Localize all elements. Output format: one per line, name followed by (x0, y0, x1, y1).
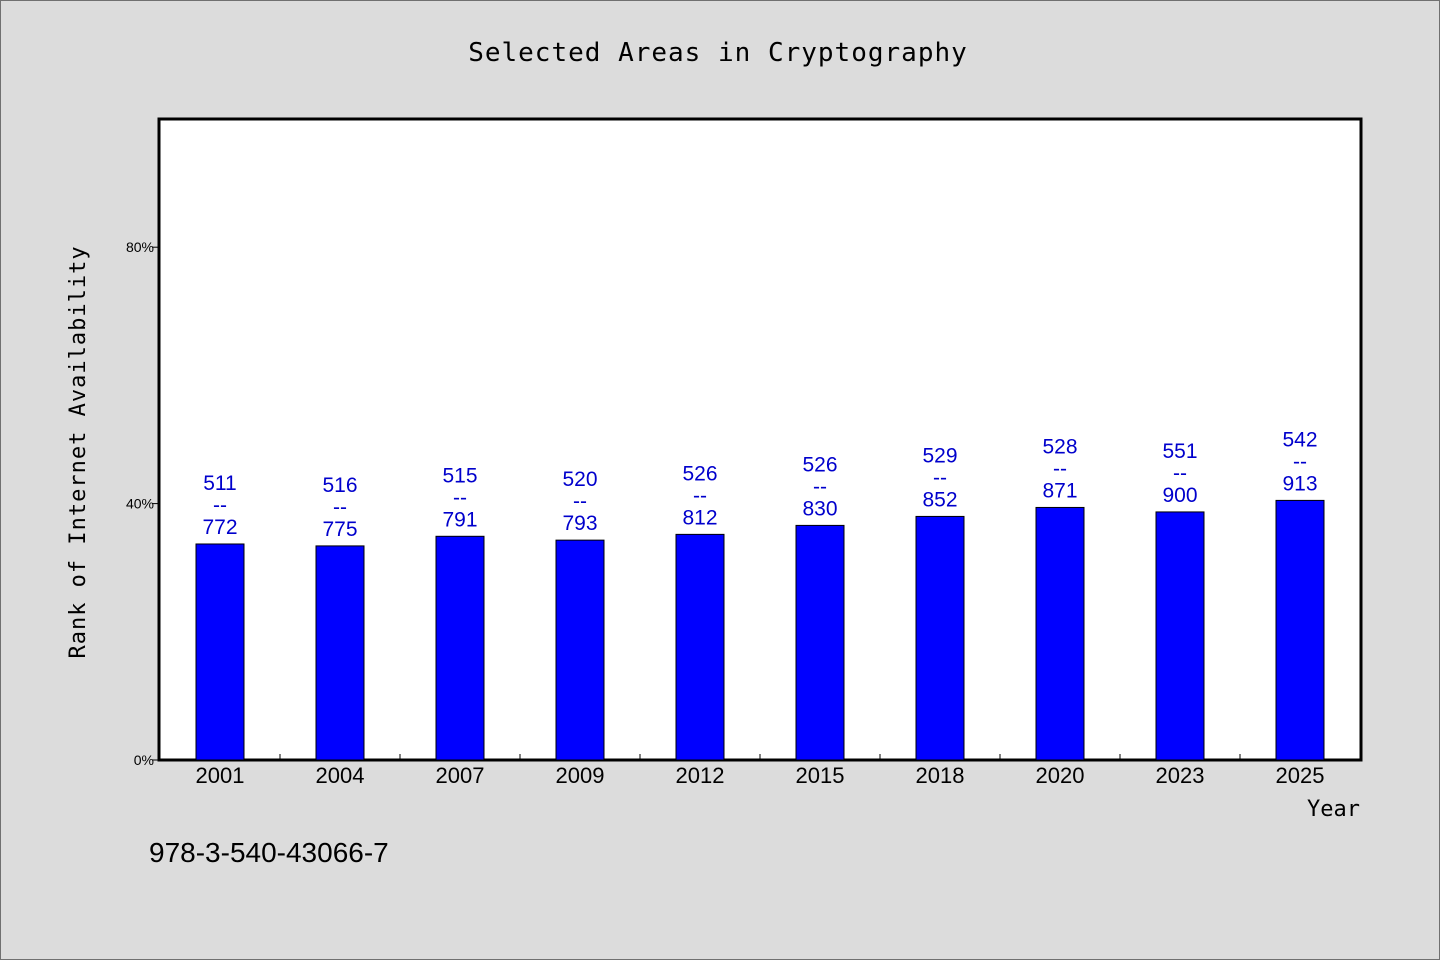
data-label: -- (693, 484, 707, 507)
data-label: -- (573, 490, 587, 513)
data-label: -- (1293, 450, 1307, 473)
x-tick-label: 2015 (796, 763, 845, 788)
y-tick-label: 80% (126, 239, 154, 255)
data-label: -- (1173, 462, 1187, 485)
bar (1275, 499, 1325, 761)
x-tick-label: 2018 (916, 763, 965, 788)
data-label: 852 (922, 488, 957, 511)
data-label: 791 (442, 508, 477, 531)
chart-title: Selected Areas in Cryptography (468, 38, 968, 68)
data-label: 772 (202, 516, 237, 539)
y-tick-label: 0% (134, 752, 154, 768)
y-axis: 0% 40% 80% (126, 239, 160, 768)
bar (435, 535, 485, 761)
x-tick-label: 2007 (436, 763, 485, 788)
x-tick-label: 2020 (1036, 763, 1085, 788)
bar-series (195, 499, 1325, 761)
y-axis-label: Rank of Internet Availability (66, 245, 91, 658)
bar (195, 543, 245, 761)
data-label: -- (213, 494, 227, 517)
x-tick-label: 2025 (1276, 763, 1325, 788)
data-label: 812 (682, 506, 717, 529)
data-label: 526 (802, 453, 837, 476)
x-axis: 2001 2004 2007 2009 2012 2015 2018 2020 2023 2025 (196, 754, 1325, 788)
bar (795, 524, 845, 761)
data-label: 830 (802, 497, 837, 520)
data-label: 528 (1042, 435, 1077, 458)
data-label: 511 (203, 472, 236, 495)
x-tick-label: 2004 (316, 763, 365, 788)
data-label: -- (453, 486, 467, 509)
data-label: 871 (1042, 479, 1077, 502)
x-tick-label: 2009 (556, 763, 605, 788)
data-label: -- (1053, 457, 1067, 480)
data-label: 793 (562, 512, 597, 535)
data-label: 551 (1162, 440, 1197, 463)
data-label: 520 (562, 468, 597, 491)
data-label: 542 (1282, 428, 1317, 451)
data-label: 516 (322, 474, 357, 497)
data-label: 900 (1162, 484, 1197, 507)
data-label: 529 (922, 444, 957, 467)
bar (675, 533, 725, 761)
data-labels: 511--772516--775515--791520--793526--812… (202, 428, 1317, 541)
x-tick-label: 2023 (1156, 763, 1205, 788)
y-tick-label: 40% (126, 496, 154, 512)
data-label: -- (813, 475, 827, 498)
data-label: -- (333, 496, 347, 519)
x-tick-label: 2001 (196, 763, 245, 788)
bar (315, 545, 365, 761)
data-label: 515 (442, 464, 477, 487)
data-label: 526 (682, 462, 717, 485)
x-axis-label: Year (1307, 797, 1360, 822)
bar (555, 539, 605, 761)
data-label: -- (933, 466, 947, 489)
data-label: 775 (322, 518, 357, 541)
bar (1155, 511, 1205, 761)
bar (915, 515, 965, 761)
x-tick-label: 2012 (676, 763, 725, 788)
data-label: 913 (1282, 472, 1317, 495)
isbn-text: 978-3-540-43066-7 (149, 837, 389, 868)
bar (1035, 506, 1085, 761)
